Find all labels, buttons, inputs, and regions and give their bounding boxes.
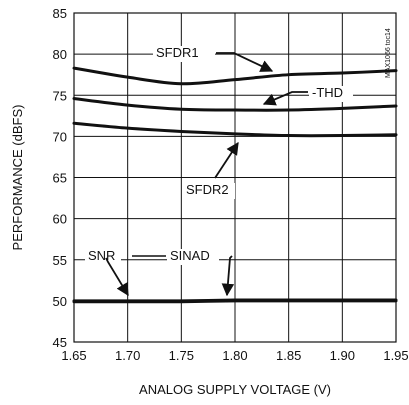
grid — [74, 13, 396, 342]
x-tick-label: 1.70 — [115, 348, 140, 363]
watermark-label: MAX1066 toc14 — [385, 28, 392, 78]
x-tick-label: 1.75 — [169, 348, 194, 363]
tick-labels: 1.65 1.70 1.75 1.80 1.85 1.90 1.95 45 50 55 60 65 70… — [53, 6, 409, 363]
annotations: SFDR1 -THD SFDR2 SNR SINAD — [85, 45, 353, 297]
y-tick-label: 45 — [53, 335, 67, 350]
x-tick-label: 1.80 — [222, 348, 247, 363]
y-tick-label: 60 — [53, 212, 67, 227]
annotation-background — [309, 86, 353, 102]
y-tick-label: 50 — [53, 294, 67, 309]
annotation-arrow — [221, 255, 235, 297]
y-tick-label: 65 — [53, 171, 67, 186]
y-tick-label: 55 — [53, 253, 67, 268]
annotation-arrow — [216, 52, 274, 72]
series-line — [72, 66, 398, 86]
annotation-background — [183, 183, 235, 199]
annotation-arrow — [214, 141, 239, 179]
series-label: SNR — [88, 248, 115, 263]
series-label: SFDR2 — [186, 182, 229, 197]
annotation-background — [167, 249, 219, 265]
annotation-background — [153, 46, 215, 62]
series-label: SFDR1 — [156, 45, 199, 60]
x-tick-label: 1.95 — [383, 348, 408, 363]
annotation-arrow — [105, 257, 129, 297]
annotation-background — [85, 249, 121, 265]
series-lines — [72, 66, 398, 304]
y-tick-label: 80 — [53, 47, 67, 62]
y-tick-label: 85 — [53, 6, 67, 21]
series-line — [72, 299, 398, 304]
annotation-arrow — [262, 91, 308, 106]
x-tick-label: 1.90 — [330, 348, 355, 363]
y-tick-label: 70 — [53, 129, 67, 144]
series-label: -THD — [312, 85, 343, 100]
series-line — [72, 121, 398, 138]
y-tick-label: 75 — [53, 88, 67, 103]
x-tick-label: 1.85 — [276, 348, 301, 363]
series-label: SINAD — [170, 248, 210, 263]
series-line — [72, 97, 398, 112]
plot-frame — [73, 12, 397, 343]
x-axis-title: ANALOG SUPPLY VOLTAGE (V) — [139, 382, 331, 397]
x-tick-label: 1.65 — [61, 348, 86, 363]
y-axis-title: PERFORMANCE (dBFS) — [10, 105, 25, 251]
